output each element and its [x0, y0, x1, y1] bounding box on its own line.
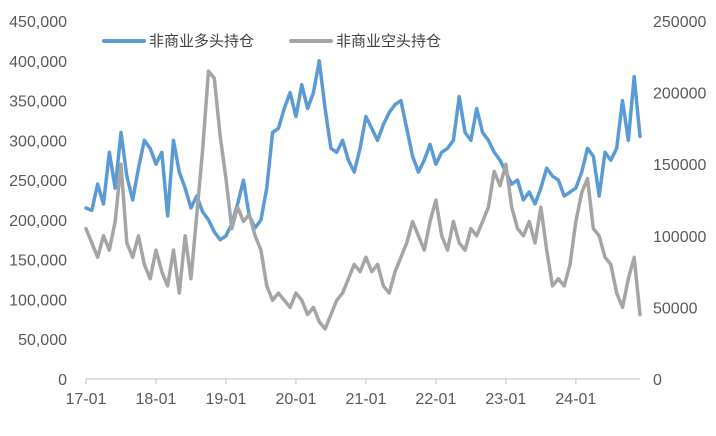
y-right-tick-label: 50000	[653, 300, 698, 317]
y-left-tick-label: 350,000	[9, 94, 67, 111]
x-tick-label: 24-01	[555, 391, 596, 408]
y-left-tick-label: 0	[58, 372, 67, 389]
x-tick-label: 19-01	[205, 391, 246, 408]
series-line-short	[84, 69, 642, 331]
y-left-tick-label: 100,000	[9, 292, 67, 309]
y-right-tick-label: 100000	[653, 229, 706, 246]
x-tick-label: 21-01	[345, 391, 386, 408]
y-left-tick-label: 450,000	[9, 14, 67, 31]
y-left-tick-label: 300,000	[9, 133, 67, 150]
y-right-tick-label: 150000	[653, 157, 706, 174]
series-lines	[84, 59, 642, 331]
series-line-long	[84, 59, 642, 242]
x-tick-label: 23-01	[485, 391, 526, 408]
axes: 17-01 18-01 19-01 20-01 21-01 22-01 23-01 24-01…	[9, 14, 706, 408]
y-left-tick-label: 250,000	[9, 173, 67, 190]
y-right-tick-label: 250000	[653, 14, 706, 31]
y-left-tick-label: 50,000	[18, 332, 67, 349]
x-tick-label: 22-01	[415, 391, 456, 408]
legend-label: 非商业多头持仓	[149, 33, 254, 50]
y-left-tick-label: 150,000	[9, 253, 67, 270]
x-tick-label: 17-01	[66, 391, 107, 408]
y-right-tick-label: 200000	[653, 86, 706, 103]
x-tick-label: 20-01	[275, 391, 316, 408]
y-left-tick-label: 200,000	[9, 213, 67, 230]
y-left-tick-label: 400,000	[9, 54, 67, 71]
x-tick-label: 18-01	[136, 391, 177, 408]
legend: 非商业多头持仓 非商业空头持仓	[102, 33, 441, 50]
legend-label: 非商业空头持仓	[336, 33, 441, 50]
y-right-tick-label: 0	[653, 372, 662, 389]
